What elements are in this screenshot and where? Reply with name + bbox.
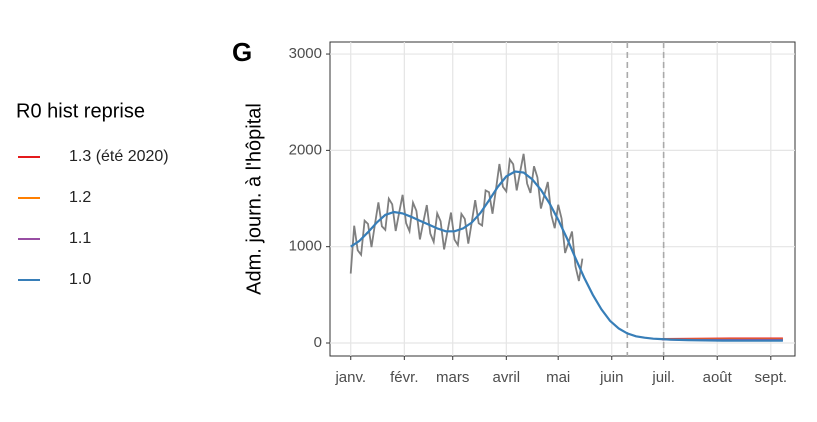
plot-panel xyxy=(330,42,795,356)
x-tick-label: sept. xyxy=(755,369,788,386)
legend-label: 1.1 xyxy=(69,230,91,247)
legend-label: 1.2 xyxy=(69,189,91,206)
panel-label: G xyxy=(232,37,252,67)
y-tick-label: 0 xyxy=(314,334,322,351)
y-tick-label: 3000 xyxy=(289,45,322,62)
x-tick-label: févr. xyxy=(390,369,418,386)
x-tick-label: mars xyxy=(436,369,469,386)
y-tick-label: 2000 xyxy=(289,141,322,158)
x-tick-label: août xyxy=(703,369,733,386)
legend-label: 1.0 xyxy=(69,271,91,288)
x-tick-label: mai xyxy=(546,369,570,386)
x-tick-label: juin xyxy=(599,369,623,386)
x-tick-label: janv. xyxy=(334,369,366,386)
y-axis-label: Adm. journ. à l'hôpital xyxy=(243,103,265,295)
legend-label: 1.3 (été 2020) xyxy=(69,148,169,165)
x-tick-label: avril xyxy=(493,369,521,386)
legend-title: R0 hist reprise xyxy=(16,100,145,122)
x-tick-label: juil. xyxy=(651,369,675,386)
y-tick-label: 1000 xyxy=(289,238,322,255)
